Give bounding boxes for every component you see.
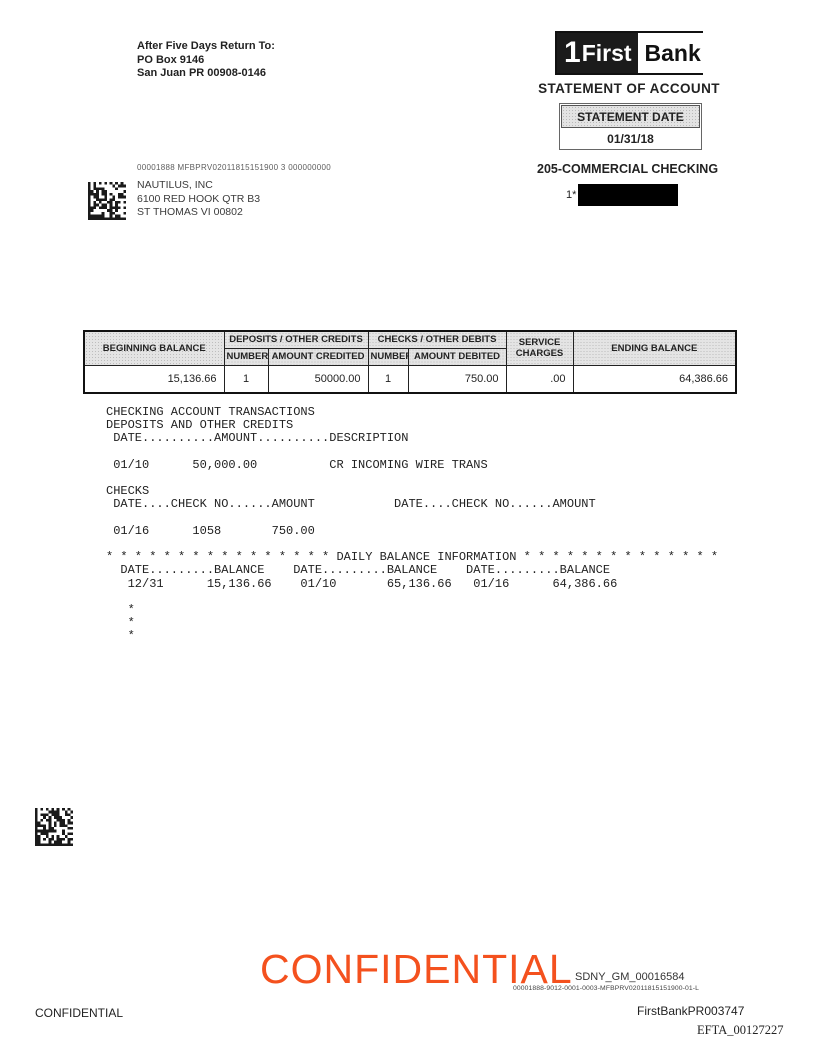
recipient-address-block: NAUTILUS, INC 6100 RED HOOK QTR B3 ST TH…: [137, 179, 260, 220]
processing-control-line: 00001888 MFBPRV02011815151900 3 00000000…: [137, 163, 331, 172]
return-address-block: After Five Days Return To: PO Box 9146 S…: [137, 40, 275, 81]
account-type-heading: 205-COMMERCIAL CHECKING: [537, 162, 719, 176]
statement-date-box: STATEMENT DATE 01/31/18: [559, 103, 702, 150]
recipient-address-line1: 6100 RED HOOK QTR B3: [137, 192, 261, 205]
return-address-line1: After Five Days Return To:: [137, 40, 275, 52]
col-header-ending-balance: ENDING BALANCE: [572, 330, 737, 366]
balance-summary-table: BEGINNING BALANCE DEPOSITS / OTHER CREDI…: [83, 330, 738, 394]
firstbank-logo: 1 First Bank: [555, 31, 708, 75]
col-header-amount-credited: AMOUNT CREDITED: [267, 347, 369, 366]
col-header-credits-number: NUMBER: [223, 347, 269, 366]
footer-confidential-label: CONFIDENTIAL: [35, 1006, 124, 1020]
bates-number-efta: EFTA_00127227: [697, 1023, 784, 1037]
col-header-amount-debited: AMOUNT DEBITED: [407, 347, 507, 366]
col-header-service-charges: SERVICE CHARGES: [505, 330, 574, 366]
col-group-deposits-credits: DEPOSITS / OTHER CREDITS: [223, 330, 369, 349]
return-address-line2: PO Box 9146: [137, 53, 205, 66]
service-charges-value: .00: [505, 364, 574, 394]
recipient-name: NAUTILUS, INC: [137, 179, 213, 191]
recipient-address-line2: ST THOMAS VI 00802: [137, 206, 243, 218]
document-id-line: 00001888-9012-0001-0003-MFBPRV0201181515…: [513, 985, 700, 992]
bates-number-sdny: SDNY_GM_00016584: [575, 971, 685, 983]
account-number-prefix: 1*: [566, 189, 577, 201]
datamatrix-barcode-bottom: [35, 808, 73, 846]
beginning-balance-value: 15,136.66: [83, 364, 225, 394]
return-address-line3: San Juan PR 00908-0146: [137, 67, 267, 79]
statement-of-account-title: STATEMENT OF ACCOUNT: [538, 81, 720, 96]
transaction-listing: CHECKING ACCOUNT TRANSACTIONS DEPOSITS A…: [106, 405, 719, 644]
confidential-watermark: CONFIDENTIAL: [260, 946, 573, 992]
summary-values-row: 15,136.66 1 50000.00 1 750.00 .00 64,386…: [83, 364, 737, 394]
amount-credited-value: 50000.00: [267, 364, 369, 394]
datamatrix-barcode-top: [88, 182, 126, 220]
col-header-debits-number: NUMBER: [367, 347, 409, 366]
logo-first-text: First: [581, 39, 632, 66]
logo-bank-text: Bank: [637, 33, 708, 73]
statement-date-value: 01/31/18: [607, 131, 654, 146]
col-group-checks-debits: CHECKS / OTHER DEBITS: [367, 330, 507, 349]
debits-number-value: 1: [367, 364, 409, 394]
credits-number-value: 1: [223, 364, 269, 394]
statement-date-label: STATEMENT DATE: [561, 105, 700, 128]
col-header-beginning-balance: BEGINNING BALANCE: [83, 330, 225, 366]
logo-numeral-one: 1: [564, 36, 581, 69]
bates-number-firstbank: FirstBankPR003747: [637, 1004, 745, 1018]
logo-black-segment: 1 First: [557, 33, 638, 73]
account-number-redaction-box: [578, 184, 679, 206]
account-number-row: 1*: [566, 184, 679, 206]
ending-balance-value: 64,386.66: [572, 364, 737, 394]
amount-debited-value: 750.00: [407, 364, 507, 394]
